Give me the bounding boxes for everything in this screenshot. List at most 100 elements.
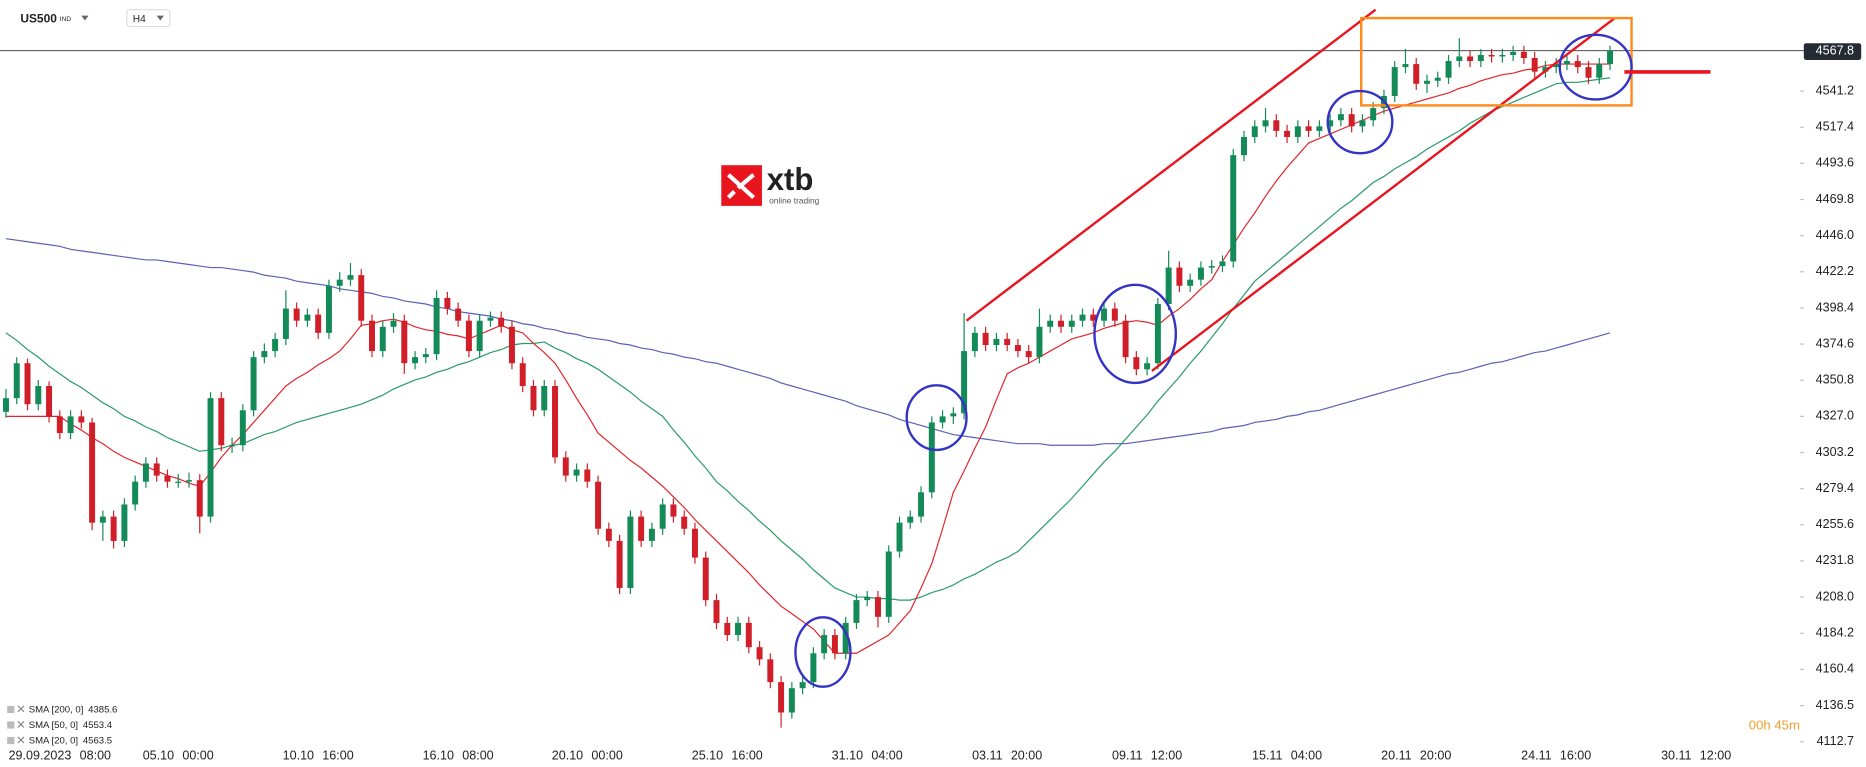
candle-body (465, 320, 472, 352)
candle-body (874, 597, 881, 617)
legend-remove[interactable] (17, 720, 25, 728)
candle-body (455, 308, 462, 321)
candle-body (1165, 267, 1172, 305)
highlight-circle (1558, 33, 1633, 101)
candle-body (46, 386, 53, 417)
legend-entry: SMA [20, 0] 4563.5 (29, 735, 112, 746)
candle-body (767, 659, 774, 683)
candle-body (250, 357, 257, 411)
candle-body (562, 457, 569, 476)
candle-body (756, 647, 763, 660)
candle-body (1510, 51, 1517, 55)
logo: xtb online trading (721, 162, 820, 206)
legend-name: SMA [50, 0] (29, 720, 78, 731)
candle-body (745, 622, 752, 648)
x-tick-label: 20.11 20:00 (1381, 748, 1451, 762)
candle-body (1262, 120, 1269, 127)
legend-value: 4563.5 (83, 735, 112, 746)
legend-remove[interactable] (17, 705, 25, 713)
candle-body (691, 528, 698, 558)
timeframe-box[interactable] (126, 9, 171, 28)
candle-body (358, 275, 365, 321)
candle-body (778, 682, 785, 713)
price-label-box (1803, 43, 1862, 60)
candle-body (616, 540, 623, 588)
legend-name: SMA [20, 0] (29, 735, 78, 746)
candle-body (1607, 50, 1614, 65)
timeframe[interactable]: H4 (133, 14, 146, 25)
sma-line (5, 238, 1611, 446)
candle-body (1370, 108, 1377, 121)
y-tick-label: 4469.8 (1816, 192, 1854, 206)
candle-body (239, 410, 246, 446)
candle-body (918, 492, 925, 517)
candle-body (1090, 314, 1097, 321)
candle-body (821, 635, 828, 654)
candle-body (186, 480, 192, 482)
candle-body (1520, 51, 1527, 58)
candle-body (1187, 279, 1194, 286)
symbol[interactable]: US500 (20, 11, 57, 25)
legend-entry: SMA [50, 0] 4553.4 (29, 720, 113, 731)
x-tick-label: 30.11 12:00 (1661, 748, 1731, 762)
candle-body (315, 314, 322, 333)
candle-body (1456, 56, 1463, 62)
candle-body (476, 320, 483, 352)
dropdown-arrow[interactable] (156, 15, 164, 21)
y-tick-label: 4327.0 (1816, 409, 1854, 423)
sma-line (5, 77, 1611, 601)
candle-body (1488, 54, 1495, 57)
logo-x (726, 173, 755, 200)
candle-body (422, 354, 429, 358)
candle-body (1542, 67, 1549, 72)
candle-body (336, 279, 343, 286)
legend-remove[interactable] (17, 736, 25, 744)
annotations (794, 8, 1711, 688)
candle-body (1327, 120, 1334, 127)
logo-brand: xtb (767, 162, 814, 197)
y-tick-label: 4303.2 (1816, 445, 1854, 459)
candle-body (487, 317, 494, 321)
candle-body (788, 688, 795, 713)
candle-body (164, 475, 171, 482)
candle-body (907, 516, 914, 523)
y-tick-label: 4493.6 (1816, 156, 1854, 170)
candle-body (1413, 64, 1420, 84)
highlight-circle (905, 384, 968, 452)
candle-body (1531, 57, 1538, 72)
candle-body (659, 504, 666, 529)
candle-body (2, 398, 9, 412)
candle-body (702, 557, 709, 601)
candle-body (1596, 64, 1603, 78)
legend-name: SMA [200, 0] (29, 704, 84, 715)
candle-body (573, 469, 580, 476)
legend-icon (7, 721, 15, 729)
y-tick-label: 4422.2 (1816, 264, 1854, 278)
candle-body (282, 308, 289, 339)
y-tick-label: 4184.2 (1816, 626, 1854, 640)
dropdown-arrow[interactable] (81, 15, 89, 21)
x-tick-label: 31.10 04:00 (832, 748, 903, 762)
candle-body (982, 332, 989, 346)
candle-body (831, 635, 838, 654)
candle-body (627, 516, 634, 588)
candle-body (939, 416, 946, 423)
candle-body (498, 317, 505, 327)
candle-body (1348, 114, 1355, 127)
candle-body (1068, 320, 1075, 327)
y-tick-label: 4112.7 (1817, 734, 1854, 748)
candle-body (1047, 320, 1054, 327)
x-tick-label: 10.10 16:00 (283, 748, 354, 762)
candle-body (1154, 304, 1161, 364)
legend-icon (7, 705, 15, 714)
candle-body (670, 504, 677, 517)
candle-body (175, 481, 182, 483)
candle-body (1101, 308, 1108, 321)
candle-body (1585, 67, 1592, 78)
legend-value: 4385.6 (88, 704, 117, 715)
x-tick-label: 24.11 16:00 (1521, 748, 1591, 762)
candle-body (1057, 320, 1064, 327)
candle-body (24, 363, 31, 405)
